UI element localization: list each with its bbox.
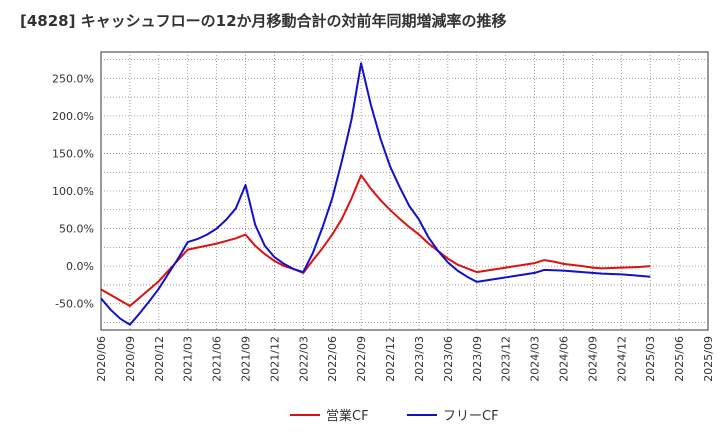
x-tick-label: 2024/03 [529, 336, 542, 382]
x-tick-label: 2021/03 [182, 336, 195, 382]
x-tick-label: 2021/06 [211, 336, 224, 382]
axis-layer: 2020/06 2020/09 2020/12 2021/03 2021/06 2021/… [52, 72, 715, 381]
x-tick-label: 2023/03 [413, 336, 426, 382]
chart-title: [4828] キャッシュフローの12か月移動合計の対前年同期増減率の推移 [20, 12, 507, 30]
legend-label: フリーCF [443, 409, 499, 424]
x-tick-label: 2022/09 [355, 336, 368, 382]
x-tick-label: 2021/09 [240, 336, 253, 382]
grid-layer [100, 51, 709, 331]
y-tick-label: 250.0% [52, 72, 94, 85]
x-tick-label: 2025/03 [644, 336, 657, 382]
y-tick-label: 100.0% [52, 185, 94, 198]
x-tick-label: 2024/06 [557, 336, 570, 382]
x-tick-label: 2025/09 [702, 336, 715, 382]
y-tick-label: 0.0% [66, 260, 94, 273]
x-tick-label: 2023/09 [471, 336, 484, 382]
x-tick-label: 2020/12 [153, 336, 166, 382]
legend-label: 営業CF [326, 408, 369, 424]
series-line-operating-cf [100, 174, 651, 307]
legend-layer: 営業CF フリーCF [290, 408, 499, 424]
y-tick-label: 150.0% [52, 147, 94, 160]
x-tick-label: 2022/12 [384, 336, 397, 382]
y-tick-label: 50.0% [59, 223, 94, 236]
y-tick-label: 200.0% [52, 110, 94, 123]
x-tick-label: 2024/09 [586, 336, 599, 382]
x-tick-label: 2022/06 [326, 336, 339, 382]
x-tick-label: 2023/06 [442, 336, 455, 382]
series-line-free-cf [100, 62, 651, 326]
x-tick-label: 2024/12 [615, 336, 628, 382]
x-tick-label: 2022/03 [297, 336, 310, 382]
x-tick-label: 2025/06 [673, 336, 686, 382]
series-layer [100, 62, 651, 326]
x-tick-label: 2020/09 [124, 336, 137, 382]
x-tick-label: 2021/12 [268, 336, 281, 382]
x-tick-label: 2023/12 [500, 336, 513, 382]
x-tick-label: 2020/06 [95, 336, 108, 382]
y-tick-label: -50.0% [55, 298, 94, 311]
